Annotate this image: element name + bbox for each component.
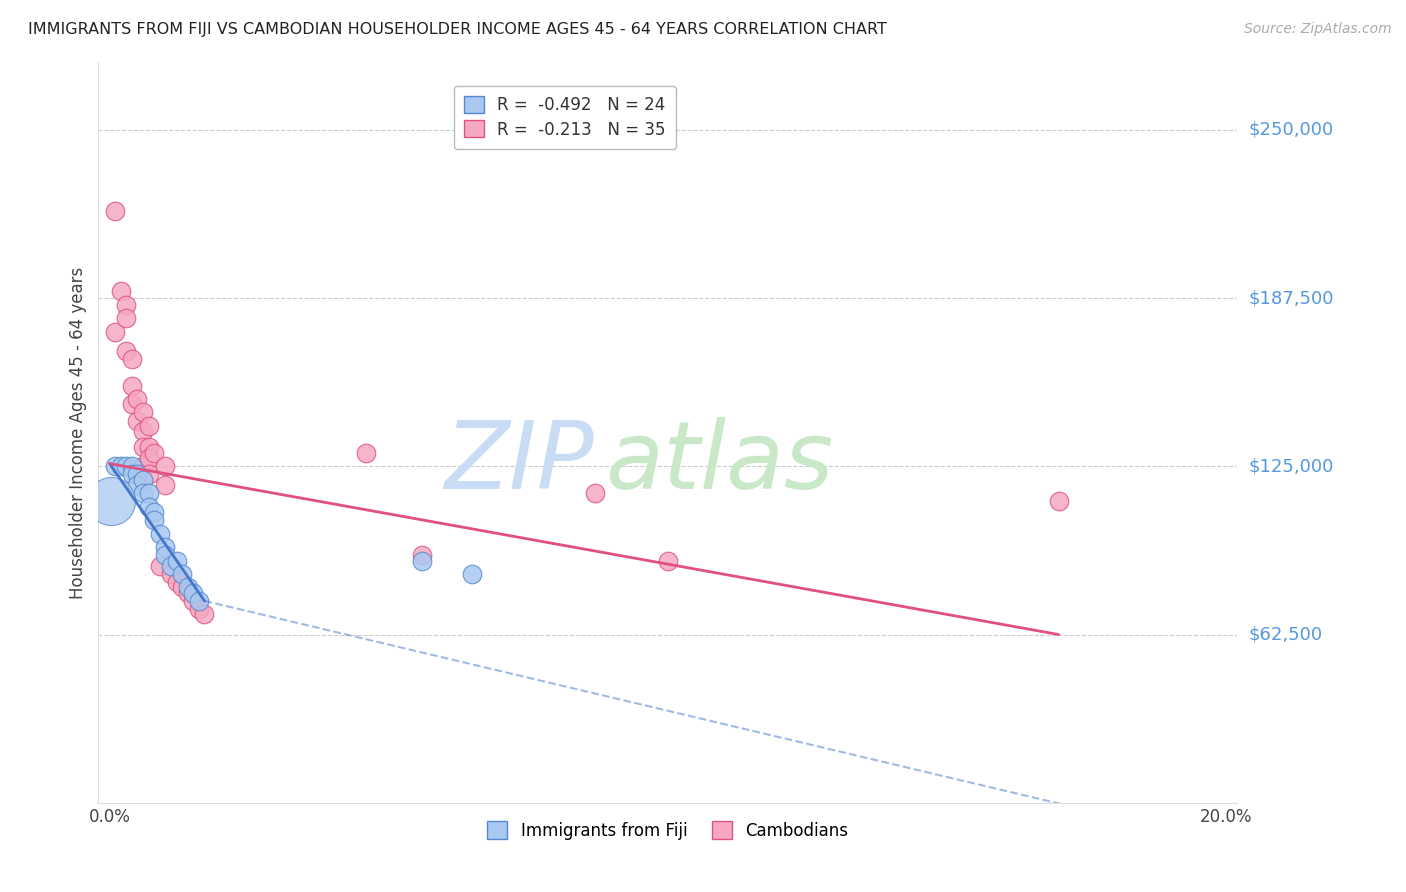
Point xyxy=(411,553,433,567)
Point xyxy=(143,446,166,460)
Text: $125,000: $125,000 xyxy=(1249,458,1334,475)
Point xyxy=(115,459,138,474)
Point xyxy=(115,298,138,312)
Text: $62,500: $62,500 xyxy=(1249,625,1323,643)
Point xyxy=(143,505,166,519)
Point xyxy=(132,473,155,487)
Point xyxy=(193,607,215,622)
Point xyxy=(160,566,183,581)
Point xyxy=(110,285,132,299)
Point xyxy=(132,441,155,455)
Point xyxy=(138,441,160,455)
Point xyxy=(100,494,122,508)
Point xyxy=(166,575,188,590)
Point xyxy=(104,459,127,474)
Point xyxy=(104,203,127,218)
Text: Source: ZipAtlas.com: Source: ZipAtlas.com xyxy=(1244,22,1392,37)
Point xyxy=(149,558,172,573)
Point xyxy=(172,566,194,581)
Point xyxy=(121,467,143,482)
Point xyxy=(411,548,433,562)
Text: $187,500: $187,500 xyxy=(1249,289,1334,307)
Point xyxy=(138,486,160,500)
Point xyxy=(121,397,143,411)
Point xyxy=(138,467,160,482)
Point xyxy=(115,343,138,358)
Point xyxy=(583,486,606,500)
Point xyxy=(132,486,155,500)
Point xyxy=(1047,494,1070,508)
Point xyxy=(138,451,160,466)
Point xyxy=(127,413,149,427)
Point xyxy=(155,540,177,554)
Point xyxy=(138,500,160,514)
Point xyxy=(155,459,177,474)
Point xyxy=(461,566,484,581)
Point xyxy=(183,594,205,608)
Point xyxy=(166,553,188,567)
Point xyxy=(121,459,143,474)
Legend: Immigrants from Fiji, Cambodians: Immigrants from Fiji, Cambodians xyxy=(481,814,855,847)
Point xyxy=(183,586,205,600)
Point xyxy=(172,581,194,595)
Point xyxy=(657,553,679,567)
Point xyxy=(121,351,143,366)
Point xyxy=(127,392,149,406)
Point xyxy=(132,405,155,419)
Point xyxy=(132,424,155,438)
Point xyxy=(160,558,183,573)
Point xyxy=(155,478,177,492)
Point xyxy=(187,594,209,608)
Point xyxy=(132,459,155,474)
Point xyxy=(127,478,149,492)
Point xyxy=(121,378,143,392)
Text: IMMIGRANTS FROM FIJI VS CAMBODIAN HOUSEHOLDER INCOME AGES 45 - 64 YEARS CORRELAT: IMMIGRANTS FROM FIJI VS CAMBODIAN HOUSEH… xyxy=(28,22,887,37)
Point xyxy=(155,548,177,562)
Point xyxy=(149,526,172,541)
Point xyxy=(104,325,127,339)
Point xyxy=(127,467,149,482)
Point xyxy=(138,418,160,433)
Point xyxy=(356,446,378,460)
Point xyxy=(177,581,200,595)
Text: $250,000: $250,000 xyxy=(1249,120,1334,139)
Point xyxy=(187,602,209,616)
Text: ZIP: ZIP xyxy=(444,417,593,508)
Y-axis label: Householder Income Ages 45 - 64 years: Householder Income Ages 45 - 64 years xyxy=(69,267,87,599)
Point xyxy=(143,513,166,527)
Point xyxy=(110,459,132,474)
Point xyxy=(177,586,200,600)
Point xyxy=(115,311,138,326)
Text: atlas: atlas xyxy=(605,417,834,508)
